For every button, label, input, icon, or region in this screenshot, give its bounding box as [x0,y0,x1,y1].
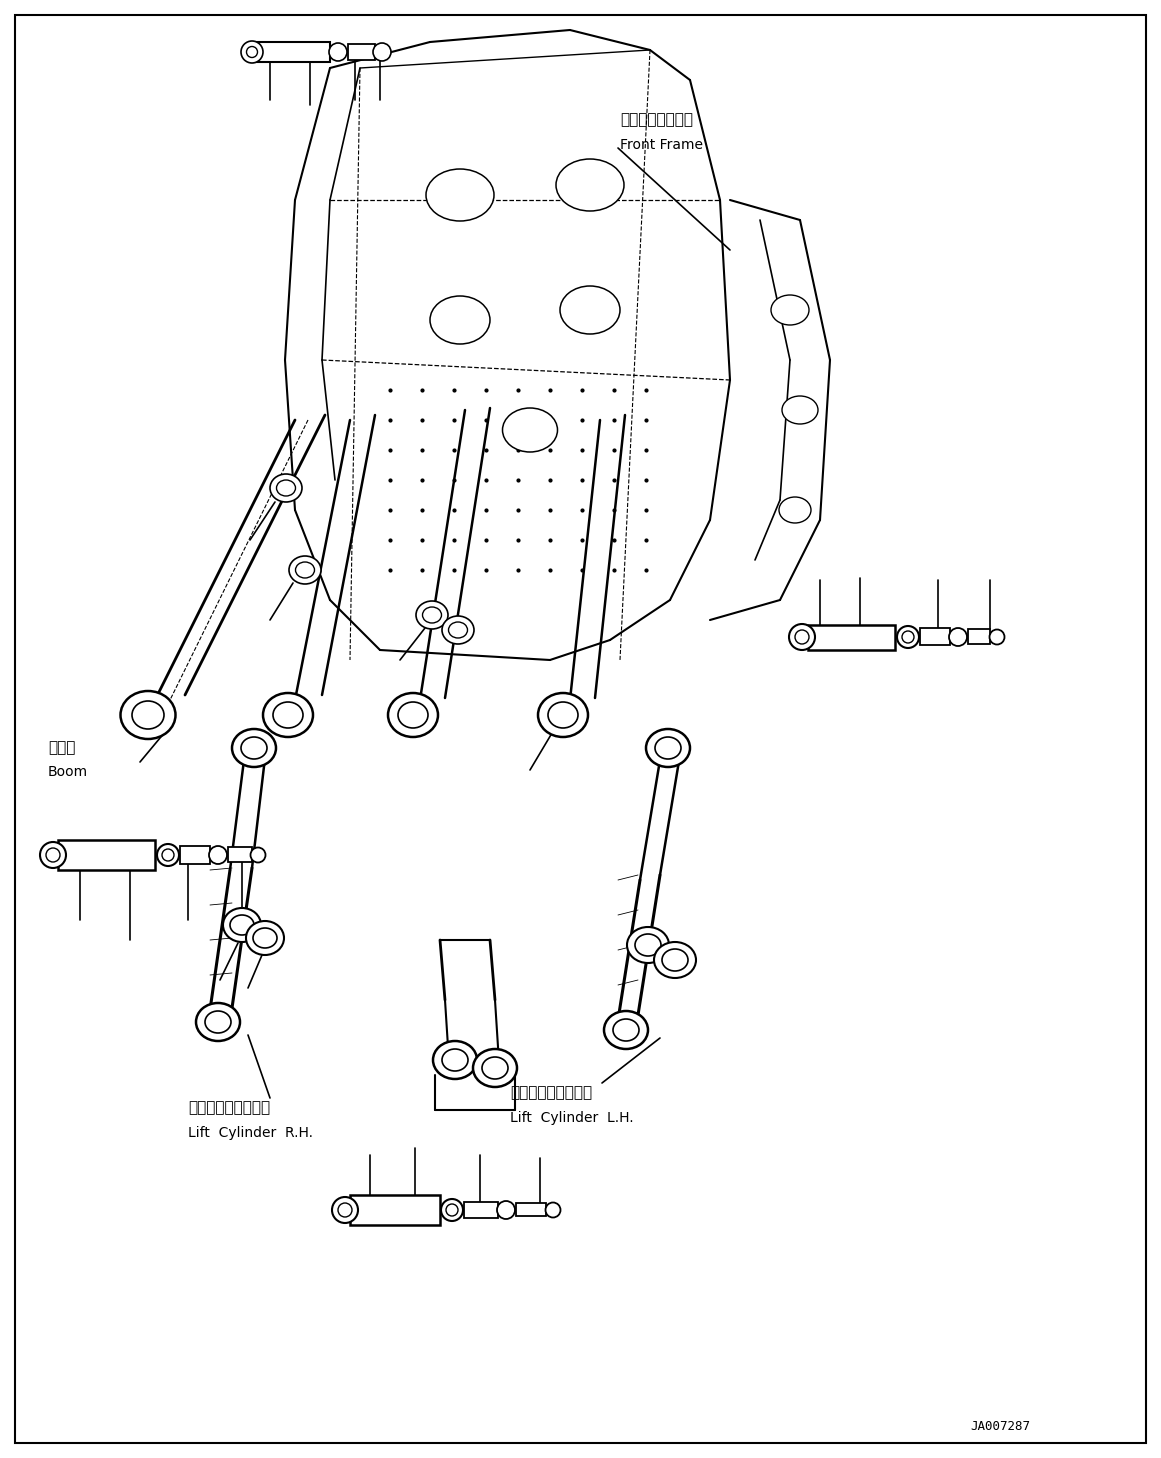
Ellipse shape [163,849,174,862]
Ellipse shape [388,693,438,736]
Ellipse shape [548,701,578,728]
Ellipse shape [423,607,441,623]
Ellipse shape [783,397,819,424]
Ellipse shape [289,555,320,585]
Polygon shape [808,625,895,650]
Ellipse shape [789,624,815,650]
Polygon shape [348,44,375,60]
Polygon shape [255,42,330,63]
Text: ブーム: ブーム [48,741,75,755]
Ellipse shape [232,729,276,767]
Ellipse shape [902,631,914,643]
Text: JA007287: JA007287 [969,1420,1030,1433]
Text: Lift  Cylinder  R.H.: Lift Cylinder R.H. [188,1126,313,1140]
Polygon shape [58,840,156,870]
Ellipse shape [296,561,315,577]
Ellipse shape [779,497,812,523]
Ellipse shape [497,1201,515,1219]
Ellipse shape [430,296,490,344]
Ellipse shape [441,1198,463,1220]
Ellipse shape [426,169,493,222]
Ellipse shape [503,408,557,452]
Ellipse shape [398,701,428,728]
Text: Front Frame: Front Frame [620,139,704,152]
Ellipse shape [989,630,1004,644]
Polygon shape [228,847,252,862]
Ellipse shape [442,615,474,644]
Ellipse shape [246,47,258,57]
Polygon shape [920,628,950,644]
Ellipse shape [241,736,267,760]
Ellipse shape [223,908,261,942]
Ellipse shape [416,601,448,628]
Ellipse shape [482,1057,509,1079]
Ellipse shape [332,1197,358,1223]
Ellipse shape [338,1203,352,1217]
Text: リフトシリンダ　右: リフトシリンダ 右 [188,1099,271,1115]
Ellipse shape [276,480,296,496]
Ellipse shape [433,1041,477,1079]
Ellipse shape [246,921,284,955]
Ellipse shape [560,286,620,334]
Ellipse shape [442,1048,468,1072]
Ellipse shape [538,693,587,736]
Ellipse shape [196,1003,240,1041]
Ellipse shape [446,1204,457,1216]
Ellipse shape [46,849,60,862]
Ellipse shape [205,1010,231,1034]
Polygon shape [349,1196,440,1225]
Ellipse shape [655,736,682,760]
Ellipse shape [646,729,690,767]
Ellipse shape [329,42,347,61]
Ellipse shape [209,846,228,865]
Ellipse shape [373,42,391,61]
Ellipse shape [253,927,277,948]
Ellipse shape [157,844,179,866]
Ellipse shape [121,691,175,739]
Ellipse shape [771,295,809,325]
Text: リフトシリンダ　左: リフトシリンダ 左 [510,1085,592,1099]
Ellipse shape [39,843,66,868]
Polygon shape [515,1203,546,1216]
Text: フロントフレーム: フロントフレーム [620,112,693,127]
Polygon shape [464,1201,498,1217]
Ellipse shape [241,41,264,63]
Ellipse shape [654,942,695,978]
Text: Lift  Cylinder  L.H.: Lift Cylinder L.H. [510,1111,634,1126]
Ellipse shape [230,916,254,935]
Polygon shape [180,846,210,865]
Ellipse shape [448,623,468,639]
Polygon shape [968,628,990,644]
Text: Boom: Boom [48,765,88,779]
Ellipse shape [949,628,967,646]
Ellipse shape [273,701,303,728]
Ellipse shape [627,927,669,962]
Ellipse shape [556,159,623,211]
Ellipse shape [473,1048,517,1088]
Ellipse shape [251,847,266,863]
Ellipse shape [635,935,661,956]
Ellipse shape [132,701,164,729]
Ellipse shape [271,474,302,502]
Ellipse shape [604,1010,648,1048]
Ellipse shape [546,1203,561,1217]
Ellipse shape [897,625,920,647]
Ellipse shape [795,630,809,644]
Ellipse shape [613,1019,639,1041]
Ellipse shape [662,949,688,971]
Ellipse shape [264,693,313,736]
